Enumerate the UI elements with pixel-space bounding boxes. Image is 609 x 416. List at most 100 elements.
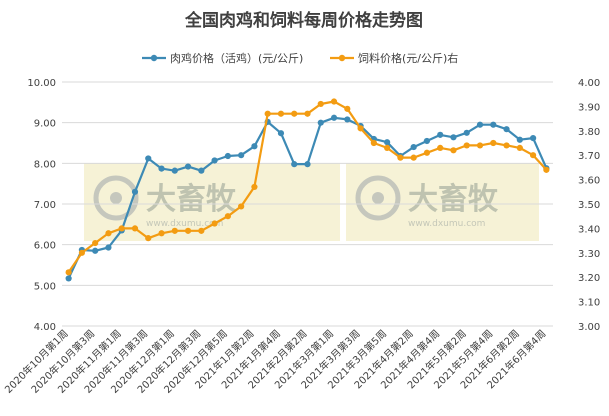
data-point (158, 165, 165, 172)
data-point (184, 227, 192, 234)
data-point (238, 203, 245, 210)
data-point (105, 244, 112, 251)
data-point (476, 142, 484, 149)
right-tick-label: 3.50 (578, 200, 600, 211)
data-point (503, 126, 510, 133)
right-tick-label: 3.60 (578, 176, 600, 187)
right-tick-label: 3.10 (578, 298, 600, 309)
data-point (397, 154, 404, 161)
legend-label-chicken: 肉鸡价格（活鸡）(元/公斤) (170, 51, 303, 65)
data-point (224, 213, 231, 220)
data-point (317, 100, 324, 108)
data-point (344, 105, 351, 112)
left-tick-label: 9.00 (34, 119, 56, 130)
data-point (450, 134, 457, 141)
data-point (344, 116, 351, 123)
data-point (211, 157, 218, 164)
data-point (131, 188, 139, 195)
data-point (543, 166, 550, 173)
data-point (105, 230, 112, 237)
data-point (516, 136, 523, 143)
data-point (529, 135, 537, 142)
watermark-logo-icon (93, 175, 139, 221)
data-point (118, 225, 125, 232)
data-point (463, 129, 470, 136)
right-tick-label: 3.20 (578, 273, 600, 284)
data-point (437, 144, 444, 151)
data-point (78, 249, 86, 256)
data-point (251, 143, 258, 150)
data-point (317, 119, 324, 126)
right-tick-label: 3.80 (578, 127, 600, 138)
right-tick-label: 3.30 (578, 249, 600, 260)
data-point (410, 154, 417, 161)
watermark-subtext: www.dxumu.com (146, 219, 223, 229)
data-point (251, 183, 258, 191)
left-tick-label: 6.00 (34, 241, 56, 252)
left-tick-label: 8.00 (34, 159, 56, 170)
left-tick-label: 7.00 (34, 200, 56, 211)
data-point (224, 152, 231, 160)
data-point (277, 130, 285, 137)
data-point (516, 144, 523, 151)
right-tick-label: 4.00 (578, 78, 600, 89)
right-tick-label: 3.00 (578, 322, 600, 333)
data-point (277, 110, 285, 117)
series-layer (65, 98, 550, 282)
data-point (198, 227, 205, 234)
data-point (304, 110, 311, 117)
data-point (264, 110, 271, 117)
data-point (330, 114, 338, 121)
x-axis-ticks: 2020年10月第1周2020年10月第3周2020年11月第1周2020年11… (2, 327, 549, 396)
watermark-logo-dot-icon (110, 192, 122, 204)
right-tick-label: 3.70 (578, 151, 600, 162)
data-point (423, 137, 431, 145)
data-point (423, 149, 431, 156)
watermark-text: 大畜牧 (408, 182, 499, 217)
data-point (184, 163, 192, 170)
data-point (198, 167, 205, 174)
watermark-text: 大畜牧 (146, 182, 237, 217)
data-point (291, 161, 298, 168)
data-point (171, 167, 178, 174)
data-point (158, 230, 165, 237)
data-point (238, 152, 245, 159)
right-tick-label: 3.90 (578, 102, 600, 113)
chart-title: 全国肉鸡和饲料每周价格走势图 (184, 10, 423, 31)
watermark-subtext: www.dxumu.com (408, 219, 485, 229)
data-point (304, 161, 311, 168)
legend-marker-chicken (150, 54, 158, 62)
data-point (145, 235, 152, 242)
data-point (437, 131, 444, 138)
data-point (357, 125, 364, 132)
data-point (463, 142, 470, 149)
legend-marker-feed (338, 54, 346, 62)
data-point (476, 121, 484, 128)
data-point (330, 98, 338, 105)
data-point (171, 227, 178, 234)
series-feed-price (65, 98, 550, 276)
data-point (131, 225, 139, 232)
right-axis-ticks: 3.00 3.10 3.20 3.30 3.40 3.50 3.60 3.70 3.80 3.90… (578, 78, 600, 333)
data-point (384, 139, 391, 146)
left-axis-ticks: 4.00 5.00 6.00 7.00 8.00 9.00 10.00 (27, 78, 56, 333)
legend-label-feed: 饲料价格(元/公斤)右 (358, 51, 458, 65)
data-point (65, 269, 72, 276)
data-point (211, 220, 218, 227)
data-point (291, 110, 298, 117)
data-point (490, 139, 497, 147)
data-point (145, 155, 152, 162)
data-point (92, 247, 99, 254)
watermark-logo-icon (355, 175, 401, 221)
legend: 肉鸡价格（活鸡）(元/公斤) 饲料价格(元/公斤)右 (142, 51, 458, 65)
left-tick-label: 5.00 (34, 281, 56, 292)
watermark-logo-dot-icon (372, 192, 384, 204)
data-point (384, 144, 391, 151)
data-point (370, 139, 377, 147)
data-point (529, 152, 537, 159)
right-tick-label: 3.40 (578, 224, 600, 235)
gridlines (62, 81, 553, 327)
data-point (503, 142, 510, 149)
data-point (450, 147, 457, 154)
